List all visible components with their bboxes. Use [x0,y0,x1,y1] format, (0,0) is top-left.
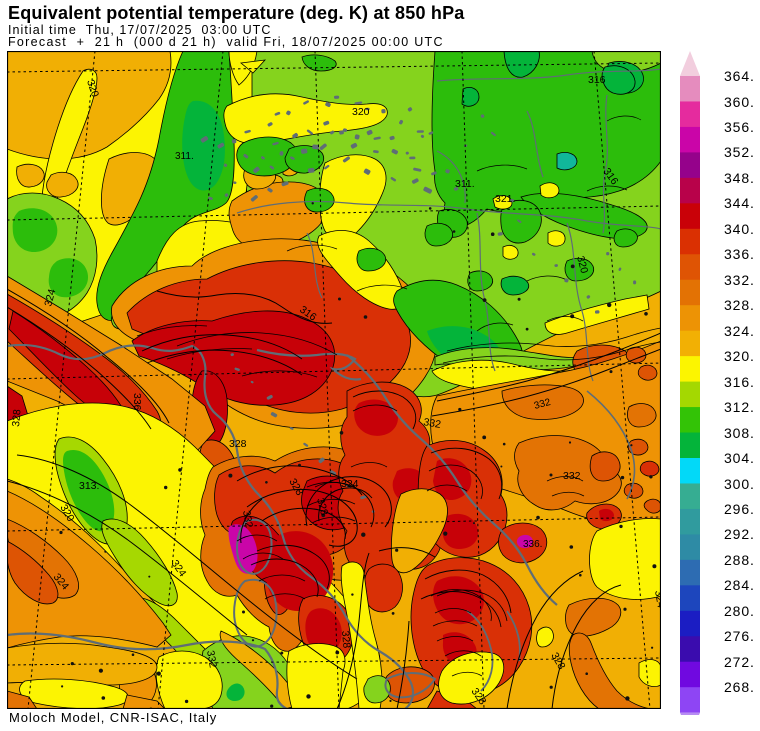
svg-text:316: 316 [588,74,606,86]
svg-text:320: 320 [352,106,370,118]
svg-text:328: 328 [339,630,352,649]
svg-text:332: 332 [240,509,255,528]
svg-text:324: 324 [42,288,58,308]
svg-text:336.: 336. [523,539,542,550]
svg-text:328: 328 [314,497,330,517]
svg-text:320: 320 [574,255,590,275]
svg-text:328: 328 [229,438,247,450]
svg-text:332: 332 [563,470,581,482]
svg-text:311.: 311. [455,178,475,190]
svg-text:328: 328 [10,409,23,428]
svg-text:332: 332 [204,649,219,668]
svg-text:311.: 311. [175,151,194,162]
svg-text:324: 324 [341,478,359,490]
svg-text:336: 336 [131,393,143,411]
svg-text:320: 320 [84,78,101,99]
svg-text:321.: 321. [495,193,515,205]
svg-text:313.: 313. [79,480,99,492]
svg-text:324: 324 [652,589,661,608]
svg-text:332: 332 [422,416,441,431]
svg-text:332: 332 [533,397,552,412]
